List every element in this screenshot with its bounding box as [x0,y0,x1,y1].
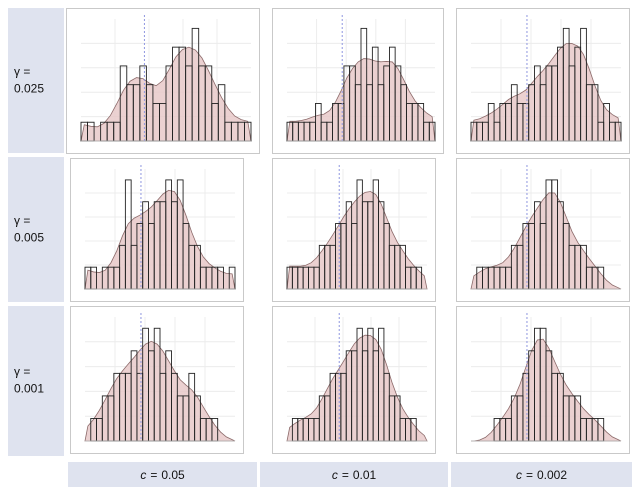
histogram-panel-r3c1 [70,306,244,454]
histogram-chart [286,165,428,290]
histogram-panel-r2c1 [70,158,244,302]
histogram-chart [84,313,236,442]
row-label-gamma-0005: γ = 0.005 [8,157,64,302]
histogram-panel-r3c3 [456,306,630,454]
row-label-value: 0.001 [14,382,45,396]
col-label-symbol: c [140,467,147,482]
col-label-value: 0.05 [161,467,185,482]
histogram-chart [471,313,622,442]
col-label-eq: = [525,467,533,482]
col-label-eq: = [150,467,158,482]
histogram-chart [84,165,236,290]
col-label-value: 0.002 [536,467,568,482]
row-label-value: 0.005 [14,230,45,245]
col-label-c-005: c = 0.05 [68,462,257,487]
histogram-chart [80,15,252,142]
histogram-chart [470,165,622,290]
row-label-prefix: γ = [14,64,31,79]
histogram-panel-r2c2 [272,158,436,302]
histogram-panel-r2c3 [456,158,630,302]
row-label-value: 0.025 [14,81,45,96]
histogram-chart [286,15,436,142]
row-label-gamma-0001: γ = 0.001 [8,306,64,456]
histogram-panel-r1c2 [272,8,444,154]
histogram-chart [286,313,428,442]
col-label-value: 0.01 [352,467,377,482]
col-label-eq: = [341,467,349,482]
histogram-chart [470,15,622,142]
col-label-symbol: c [515,467,522,482]
row-label-prefix: γ = [14,364,31,379]
histogram-panel-r3c2 [272,306,436,454]
col-label-c-0002: c = 0.002 [451,462,632,487]
col-label-c-001: c = 0.01 [260,462,448,487]
row-label-prefix: γ = [14,213,31,228]
histogram-panel-r1c3 [456,8,630,154]
row-label-gamma-0025: γ = 0.025 [8,8,64,153]
histogram-panel-r1c1 [66,8,260,154]
col-label-symbol: c [331,467,338,482]
